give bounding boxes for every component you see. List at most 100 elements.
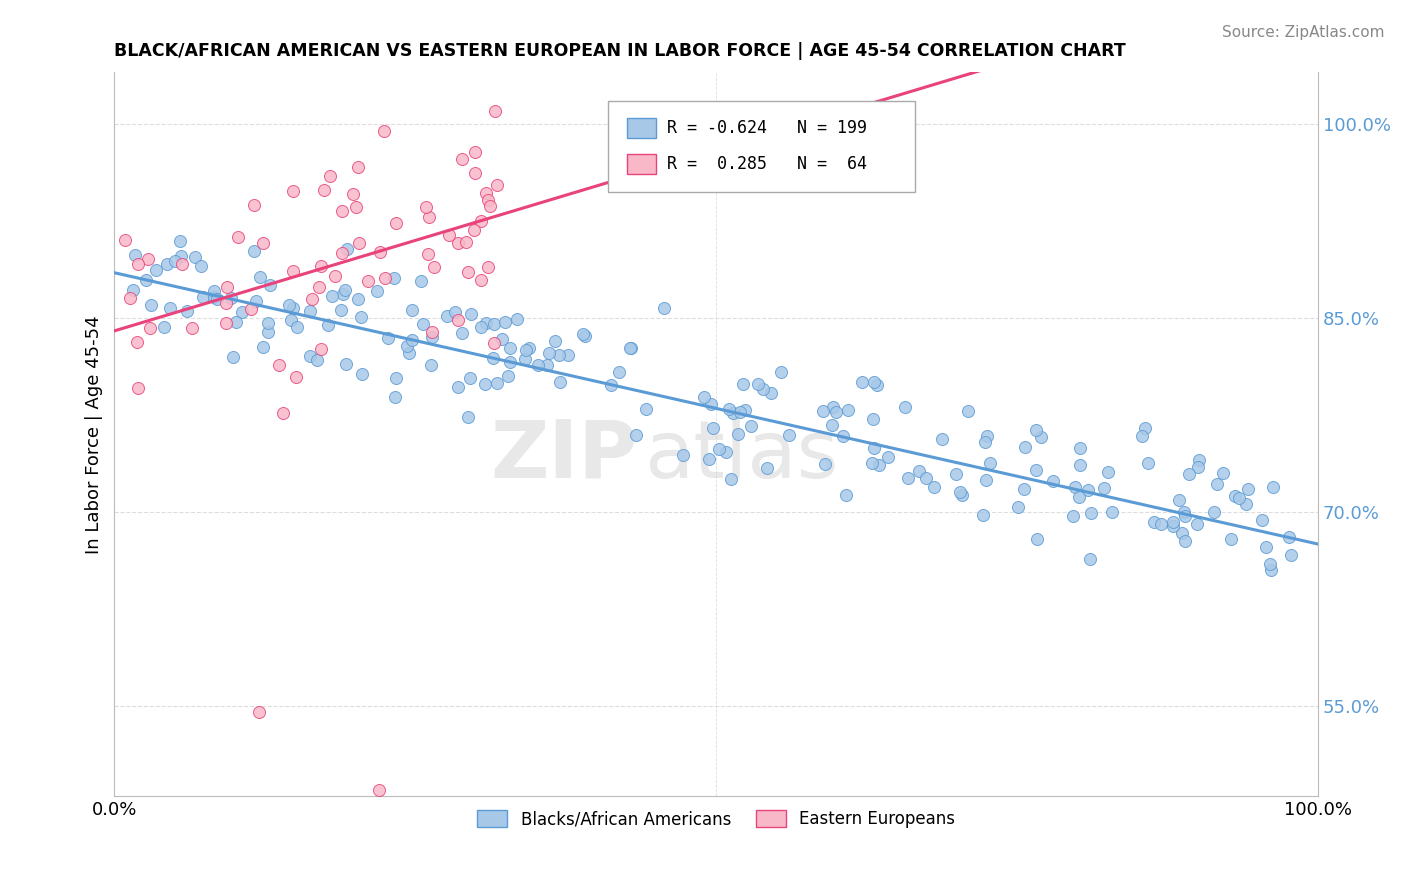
- Point: [1171, 525, 1194, 540]
- Point: [976, 428, 998, 442]
- Point: [1137, 456, 1160, 470]
- Point: [1130, 429, 1153, 443]
- Point: [1143, 515, 1166, 529]
- Point: [308, 280, 330, 294]
- Point: [247, 705, 270, 719]
- Point: [239, 301, 262, 316]
- Point: [419, 359, 441, 373]
- Point: [368, 244, 391, 259]
- Point: [1007, 500, 1029, 514]
- Point: [122, 283, 145, 297]
- Point: [517, 341, 540, 355]
- Point: [491, 332, 513, 346]
- Point: [894, 400, 917, 414]
- Point: [513, 351, 536, 366]
- Y-axis label: In Labor Force | Age 45-54: In Labor Force | Age 45-54: [86, 315, 103, 554]
- Point: [145, 263, 167, 277]
- Point: [821, 401, 844, 415]
- Point: [202, 289, 225, 303]
- Point: [256, 325, 278, 339]
- Point: [813, 404, 835, 418]
- Point: [1069, 458, 1091, 473]
- Point: [350, 367, 373, 381]
- Point: [420, 325, 443, 339]
- Point: [190, 259, 212, 273]
- Point: [281, 263, 304, 277]
- Point: [1026, 532, 1049, 546]
- Point: [1202, 505, 1225, 519]
- Point: [184, 250, 207, 264]
- Point: [231, 305, 253, 319]
- Point: [330, 245, 353, 260]
- Point: [1173, 505, 1195, 519]
- Point: [321, 289, 343, 303]
- Point: [478, 199, 501, 213]
- Point: [222, 351, 245, 365]
- Point: [1042, 474, 1064, 488]
- Point: [214, 316, 236, 330]
- Point: [527, 359, 550, 373]
- Point: [301, 293, 323, 307]
- Point: [949, 485, 972, 500]
- Point: [477, 194, 499, 208]
- Point: [1025, 423, 1047, 437]
- Point: [312, 183, 335, 197]
- Point: [834, 488, 856, 502]
- Point: [226, 229, 249, 244]
- Point: [309, 259, 332, 273]
- Point: [395, 339, 418, 353]
- Point: [299, 304, 322, 318]
- Point: [972, 508, 994, 523]
- Point: [444, 305, 467, 319]
- Point: [1206, 477, 1229, 491]
- Point: [740, 419, 762, 434]
- Point: [447, 236, 470, 251]
- Point: [868, 458, 890, 473]
- Point: [538, 346, 561, 360]
- Point: [281, 301, 304, 315]
- Point: [384, 216, 406, 230]
- Legend: Blacks/African Americans, Eastern Europeans: Blacks/African Americans, Eastern Europe…: [471, 804, 962, 835]
- Point: [475, 316, 498, 330]
- Text: BLACK/AFRICAN AMERICAN VS EASTERN EUROPEAN IN LABOR FORCE | AGE 45-54 CORRELATIO: BLACK/AFRICAN AMERICAN VS EASTERN EUROPE…: [114, 42, 1126, 60]
- Point: [350, 310, 373, 324]
- Point: [486, 376, 509, 390]
- Point: [1161, 518, 1184, 533]
- Point: [702, 421, 724, 435]
- Point: [607, 365, 630, 379]
- Point: [114, 233, 136, 247]
- Point: [1177, 467, 1199, 481]
- Point: [259, 277, 281, 292]
- Point: [1168, 492, 1191, 507]
- Point: [624, 427, 647, 442]
- Text: ZIP: ZIP: [491, 417, 638, 495]
- Point: [720, 472, 742, 486]
- Point: [1278, 530, 1301, 544]
- Point: [1150, 517, 1173, 532]
- Point: [474, 186, 496, 200]
- Point: [1069, 441, 1091, 455]
- Point: [496, 369, 519, 384]
- Point: [499, 341, 522, 355]
- Point: [1080, 506, 1102, 520]
- Point: [727, 426, 749, 441]
- Point: [384, 390, 406, 404]
- Point: [398, 346, 420, 360]
- Point: [728, 405, 751, 419]
- Point: [382, 271, 405, 285]
- Point: [976, 473, 998, 487]
- Point: [1080, 551, 1102, 566]
- Point: [931, 433, 953, 447]
- Point: [1279, 548, 1302, 562]
- Point: [1260, 563, 1282, 577]
- Point: [860, 457, 883, 471]
- Text: atlas: atlas: [644, 417, 838, 495]
- Point: [330, 204, 353, 219]
- Point: [416, 246, 439, 260]
- Point: [832, 428, 855, 442]
- Point: [152, 319, 174, 334]
- Point: [159, 301, 181, 316]
- Point: [862, 412, 884, 426]
- Point: [1234, 497, 1257, 511]
- Point: [170, 249, 193, 263]
